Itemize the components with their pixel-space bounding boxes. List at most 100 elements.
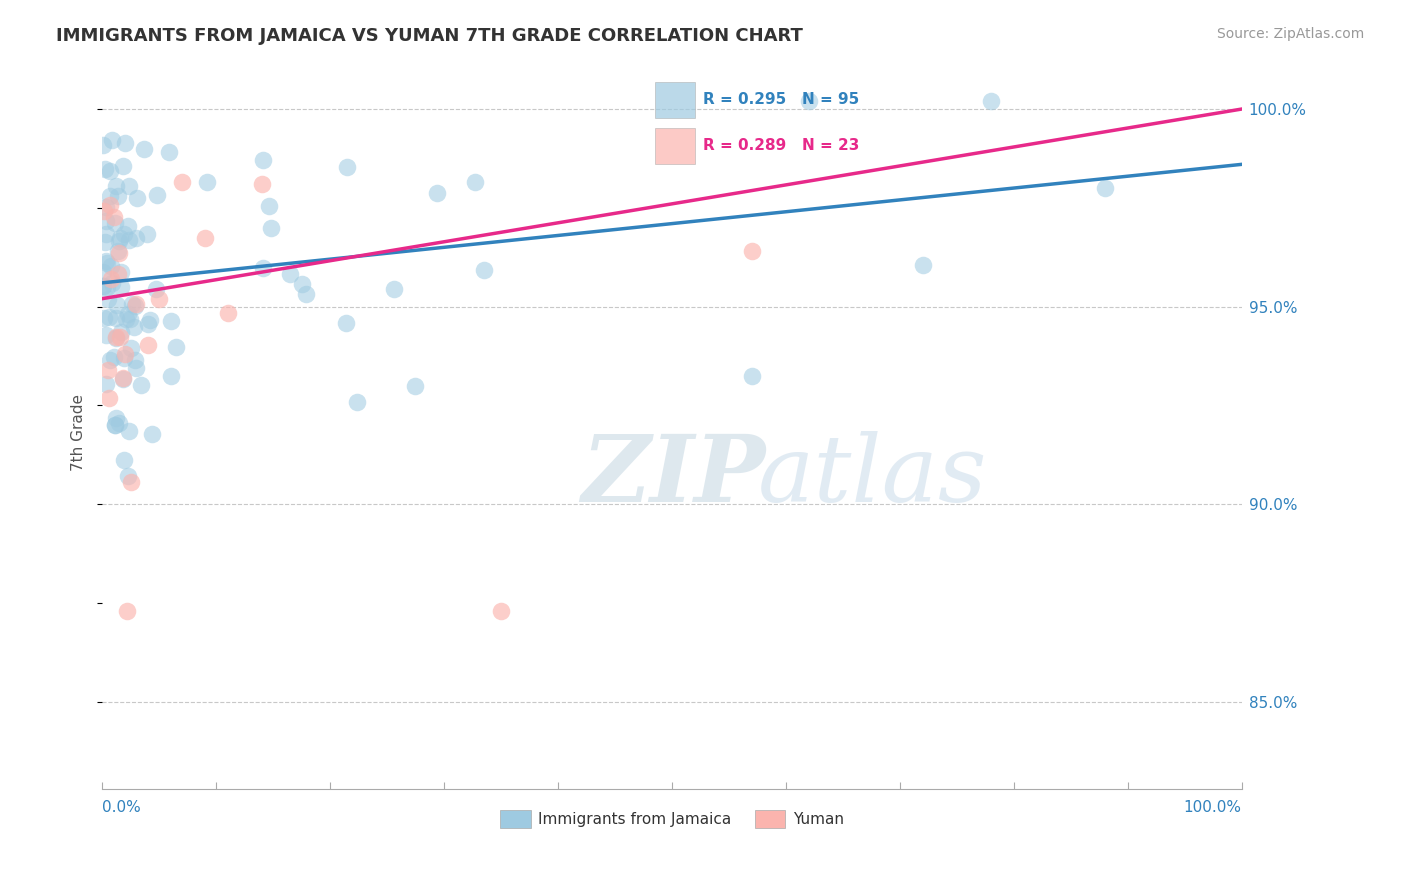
- Point: [96, 280, 118, 294]
- Point: [1094, 181, 1116, 195]
- Point: [138, 317, 160, 331]
- Point: [112, 371, 135, 385]
- Point: [120, 475, 142, 489]
- Point: [93, 235, 115, 249]
- Point: [291, 277, 314, 291]
- Point: [166, 340, 188, 354]
- Point: [97, 292, 120, 306]
- Point: [97, 363, 120, 377]
- Point: [125, 361, 148, 376]
- Point: [96, 256, 118, 270]
- Text: Source: ZipAtlas.com: Source: ZipAtlas.com: [1216, 27, 1364, 41]
- Point: [98, 164, 121, 178]
- Text: 0.0%: 0.0%: [103, 800, 141, 815]
- Text: ZIP: ZIP: [581, 431, 765, 521]
- Point: [108, 234, 131, 248]
- Point: [278, 267, 301, 281]
- Bar: [655, 128, 695, 163]
- Point: [121, 296, 143, 310]
- Point: [93, 278, 115, 293]
- Point: [112, 351, 135, 365]
- Point: [118, 233, 141, 247]
- Point: [114, 346, 136, 360]
- Point: [105, 298, 128, 312]
- Point: [101, 277, 124, 291]
- Point: [170, 175, 193, 189]
- Point: [250, 177, 273, 191]
- Point: [112, 453, 135, 467]
- Point: [94, 328, 117, 343]
- Point: [139, 313, 162, 327]
- Legend: Immigrants from Jamaica, Yuman: Immigrants from Jamaica, Yuman: [494, 805, 849, 834]
- Point: [127, 191, 149, 205]
- Point: [101, 133, 124, 147]
- Point: [96, 227, 118, 242]
- Point: [157, 145, 180, 160]
- Point: [115, 311, 138, 326]
- Point: [124, 353, 146, 368]
- Point: [125, 231, 148, 245]
- Point: [295, 286, 318, 301]
- Point: [110, 280, 132, 294]
- Point: [741, 368, 763, 383]
- Point: [117, 179, 139, 194]
- Point: [120, 311, 142, 326]
- Text: atlas: atlas: [758, 431, 987, 521]
- Point: [117, 219, 139, 234]
- Y-axis label: 7th Grade: 7th Grade: [72, 394, 86, 472]
- Point: [112, 227, 135, 242]
- Point: [195, 175, 218, 189]
- Point: [124, 320, 146, 334]
- Point: [980, 94, 1002, 108]
- Point: [98, 353, 121, 368]
- Point: [105, 179, 128, 194]
- Point: [120, 341, 142, 355]
- Point: [145, 187, 167, 202]
- Point: [489, 604, 512, 618]
- Point: [100, 272, 122, 286]
- Point: [159, 314, 181, 328]
- Point: [110, 325, 132, 339]
- Point: [252, 153, 274, 167]
- Point: [96, 376, 118, 391]
- Point: [104, 417, 127, 432]
- Point: [404, 379, 426, 393]
- Point: [98, 189, 121, 203]
- Point: [111, 159, 134, 173]
- Text: R = 0.295   N = 95: R = 0.295 N = 95: [703, 92, 859, 106]
- Point: [104, 330, 127, 344]
- Point: [108, 246, 131, 260]
- Point: [107, 267, 129, 281]
- Point: [125, 297, 148, 311]
- Point: [117, 307, 139, 321]
- Point: [136, 337, 159, 351]
- Point: [346, 395, 368, 409]
- Text: 100.0%: 100.0%: [1184, 800, 1241, 815]
- Point: [108, 416, 131, 430]
- Point: [335, 316, 357, 330]
- Point: [104, 418, 127, 433]
- Point: [108, 230, 131, 244]
- Point: [94, 214, 117, 228]
- Point: [93, 279, 115, 293]
- Point: [96, 200, 118, 214]
- Point: [100, 259, 122, 273]
- Point: [911, 258, 934, 272]
- Point: [472, 262, 495, 277]
- Point: [105, 410, 128, 425]
- Point: [98, 310, 121, 324]
- Point: [103, 350, 125, 364]
- Point: [260, 221, 283, 235]
- Text: R = 0.289   N = 23: R = 0.289 N = 23: [703, 137, 859, 153]
- Point: [134, 142, 156, 156]
- Point: [159, 369, 181, 384]
- Point: [741, 244, 763, 258]
- Point: [114, 136, 136, 150]
- Point: [110, 329, 132, 343]
- Point: [148, 292, 170, 306]
- Point: [94, 161, 117, 176]
- Point: [797, 94, 820, 108]
- Point: [336, 160, 359, 174]
- Point: [103, 210, 125, 224]
- Point: [93, 204, 115, 219]
